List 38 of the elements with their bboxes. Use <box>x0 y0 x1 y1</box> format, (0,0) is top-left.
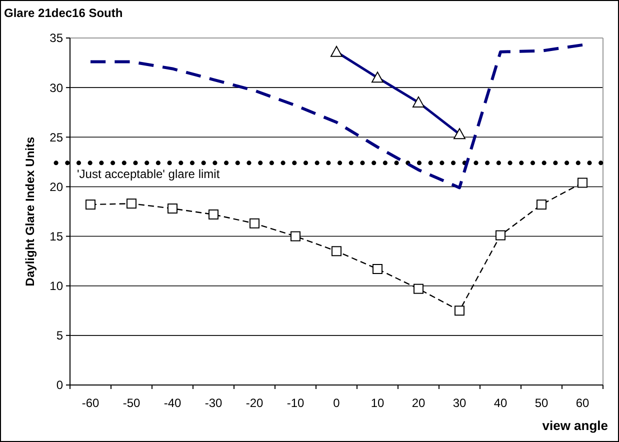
point <box>578 178 588 188</box>
point <box>126 198 136 209</box>
point <box>250 218 260 228</box>
x-tick-label: -30 <box>204 396 222 410</box>
chart-title: Glare 21dec16 South <box>4 6 123 20</box>
point <box>372 264 382 274</box>
x-tick-label: 40 <box>494 396 508 410</box>
y-tick-label: 5 <box>56 328 64 343</box>
x-tick-label: 20 <box>412 396 426 410</box>
x-tick-label: -20 <box>246 396 264 410</box>
x-tick-label: 60 <box>576 396 590 410</box>
x-tick-label: 50 <box>534 396 548 410</box>
y-tick-label: 10 <box>50 279 64 294</box>
point <box>208 209 218 220</box>
point <box>414 284 424 294</box>
point <box>496 230 506 240</box>
point <box>86 200 96 210</box>
point <box>332 246 342 256</box>
x-tick-label: 30 <box>452 396 466 410</box>
ref-line-label: 'Just acceptable' glare limit <box>77 166 220 181</box>
point <box>290 231 300 242</box>
y-axis-title: Daylight Glare Index Units <box>23 136 37 286</box>
y-tick-label: 0 <box>56 378 64 392</box>
point <box>536 200 546 210</box>
point <box>168 204 178 214</box>
x-tick-label: -50 <box>122 396 140 410</box>
point <box>454 306 464 316</box>
y-tick-label: 25 <box>50 130 64 144</box>
x-tick-label: 0 <box>333 396 340 410</box>
y-tick-label: 35 <box>50 31 64 46</box>
x-axis-title: view angle <box>542 418 608 433</box>
y-tick-label: 20 <box>50 180 64 194</box>
y-tick-label: 15 <box>50 229 64 244</box>
x-tick-label: -40 <box>164 396 182 410</box>
x-tick-label: -60 <box>82 396 100 410</box>
x-tick-label: 10 <box>370 396 384 410</box>
y-tick-label: 30 <box>50 80 64 95</box>
x-tick-label: -10 <box>286 396 304 410</box>
